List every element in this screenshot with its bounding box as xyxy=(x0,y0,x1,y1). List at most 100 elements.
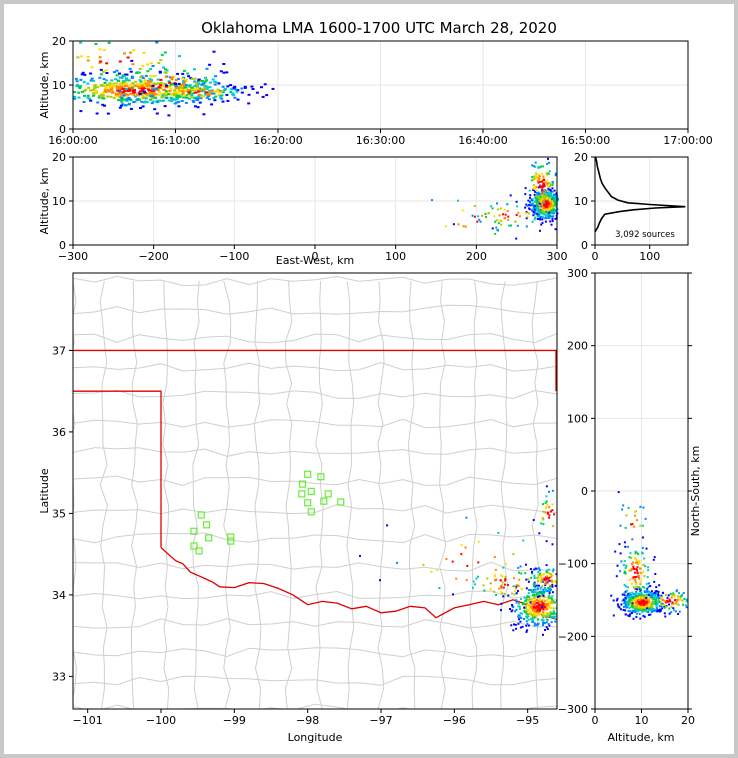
source-point xyxy=(205,96,209,99)
source-point xyxy=(637,592,640,595)
source-point xyxy=(645,605,648,608)
source-point xyxy=(179,90,182,92)
source-point xyxy=(83,94,86,97)
source-point xyxy=(517,602,520,605)
source-point xyxy=(552,182,554,184)
source-point xyxy=(550,599,553,602)
source-point xyxy=(647,585,650,588)
source-point xyxy=(175,101,179,104)
source-point xyxy=(628,615,631,618)
source-point xyxy=(509,608,511,610)
source-point xyxy=(542,206,545,209)
source-point xyxy=(504,213,507,216)
source-point xyxy=(163,51,167,54)
source-point xyxy=(168,89,172,92)
source-point xyxy=(123,85,127,87)
source-point xyxy=(196,106,200,109)
source-point xyxy=(554,200,557,203)
source-point xyxy=(544,584,547,587)
source-point xyxy=(630,594,633,597)
source-point xyxy=(637,600,639,603)
source-point xyxy=(631,577,634,580)
source-point xyxy=(104,91,108,93)
source-point xyxy=(550,223,553,226)
source-point xyxy=(532,183,535,186)
source-point xyxy=(550,575,553,578)
source-point xyxy=(489,588,492,591)
source-point xyxy=(181,72,185,75)
source-point xyxy=(549,199,552,201)
source-point xyxy=(543,184,546,187)
source-point xyxy=(139,76,143,79)
source-point xyxy=(629,593,631,596)
source-point xyxy=(158,99,162,102)
source-point xyxy=(461,209,464,212)
source-point xyxy=(531,607,533,610)
source-point xyxy=(668,603,670,606)
source-point xyxy=(619,524,622,527)
source-point xyxy=(104,87,108,90)
source-point xyxy=(566,606,568,608)
source-point xyxy=(540,522,543,525)
county-line xyxy=(73,418,557,429)
source-point xyxy=(633,606,636,608)
source-point xyxy=(177,82,181,85)
source-point xyxy=(156,99,160,102)
source-point xyxy=(640,595,642,598)
source-point xyxy=(204,76,207,79)
source-point xyxy=(539,209,542,212)
source-point xyxy=(77,96,81,99)
source-point xyxy=(148,78,152,81)
source-point xyxy=(538,594,541,597)
source-point xyxy=(516,584,519,587)
source-point xyxy=(629,610,632,613)
source-point xyxy=(250,85,254,88)
source-point xyxy=(80,55,84,58)
source-point xyxy=(677,613,680,615)
source-point xyxy=(624,603,627,606)
source-point xyxy=(487,212,490,215)
source-point xyxy=(143,83,147,86)
source-point xyxy=(190,96,194,99)
source-point xyxy=(646,607,649,610)
source-point xyxy=(549,610,552,613)
source-point xyxy=(542,593,545,596)
source-point xyxy=(529,196,531,199)
source-point xyxy=(73,97,77,100)
source-point xyxy=(205,67,209,70)
source-point xyxy=(538,613,541,616)
source-point xyxy=(538,532,541,535)
map-xtick-label: −95 xyxy=(516,714,539,727)
source-point xyxy=(550,209,553,212)
source-point xyxy=(537,611,540,613)
source-point xyxy=(644,598,646,600)
source-point xyxy=(229,91,233,94)
source-point xyxy=(533,574,536,577)
source-point xyxy=(618,543,621,546)
source-point xyxy=(546,206,548,209)
source-point xyxy=(136,93,140,96)
source-point xyxy=(496,229,499,231)
county-line xyxy=(499,280,509,709)
source-point xyxy=(137,91,141,94)
source-point xyxy=(543,591,545,594)
source-point xyxy=(551,509,554,512)
source-point xyxy=(685,606,688,609)
source-point xyxy=(627,602,630,605)
source-point xyxy=(625,606,628,609)
county-line xyxy=(99,280,108,709)
source-point xyxy=(73,95,77,98)
source-point xyxy=(536,200,539,203)
source-point xyxy=(525,616,528,619)
source-point xyxy=(132,93,136,96)
source-point xyxy=(118,87,122,90)
source-point xyxy=(163,96,167,99)
source-point xyxy=(631,591,634,594)
source-point xyxy=(99,60,103,63)
northsouth-altitude-xtick-label: 20 xyxy=(681,714,695,727)
source-point xyxy=(551,187,554,190)
source-point xyxy=(545,172,548,175)
source-point xyxy=(648,603,651,606)
source-point xyxy=(500,587,503,590)
map-xtick-label: −100 xyxy=(146,714,176,727)
